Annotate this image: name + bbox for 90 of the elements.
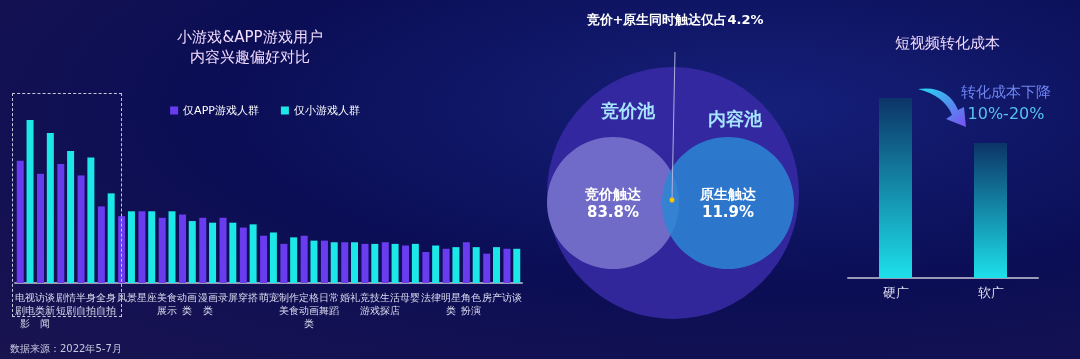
bar — [138, 211, 146, 283]
bar — [330, 242, 338, 283]
bar — [229, 222, 237, 283]
x-tick-label: 母婴 — [400, 292, 421, 303]
chart-title: 小游戏&APP游戏用户内容兴趣偏好对比 — [177, 28, 323, 66]
bar — [37, 173, 45, 283]
bar — [310, 240, 318, 283]
x-tick-label: 定格动画类 — [299, 292, 320, 329]
x-tick-label: 录屏 — [217, 292, 238, 303]
x-tick-label: 半身自拍 — [75, 292, 96, 316]
x-tick-label: 星座 — [136, 292, 157, 303]
bar — [492, 247, 500, 283]
bar — [432, 245, 440, 283]
bar — [351, 242, 359, 283]
legend-label: 仅APP游戏人群 — [183, 104, 259, 117]
bar — [219, 217, 227, 283]
bar — [77, 175, 85, 283]
bar — [57, 164, 65, 283]
bar — [199, 217, 207, 283]
bar — [97, 206, 105, 283]
bar — [269, 232, 277, 283]
bar — [411, 243, 419, 283]
bar — [290, 237, 298, 283]
bar — [371, 243, 379, 283]
bar — [462, 242, 470, 283]
annotation: 转化成本下降 — [961, 83, 1051, 101]
x-tick-label: 明星类 — [441, 292, 462, 316]
text: 竞价池 — [600, 99, 656, 121]
x-tick-label: 硬广 — [882, 285, 909, 300]
bar — [16, 160, 24, 283]
x-tick-label: 动画类 — [177, 292, 198, 316]
bar — [26, 120, 34, 283]
bar — [280, 243, 288, 283]
bar — [168, 211, 176, 283]
text: 竞价+原生同时触达仅占4.2% — [585, 12, 764, 27]
bar — [513, 248, 521, 283]
category-label: 原生触达 — [699, 186, 757, 202]
bar — [483, 253, 491, 283]
bar — [391, 243, 399, 283]
bar — [442, 248, 450, 283]
bar — [148, 211, 156, 283]
data-label: 83.8% — [586, 203, 640, 221]
x-tick-label: 美食展示 — [157, 292, 178, 316]
bar — [300, 235, 308, 283]
x-tick-label: 风景 — [116, 292, 137, 303]
x-tick-label: 全身自拍 — [96, 292, 117, 316]
x-tick-label: 竞技游戏 — [359, 292, 380, 316]
bar — [422, 252, 430, 283]
x-tick-label: 电视剧电影 — [15, 292, 36, 329]
bar — [178, 214, 186, 283]
data-label: 11.9% — [701, 203, 755, 221]
bar — [381, 242, 389, 283]
x-tick-label: 剧情短剧 — [55, 292, 76, 316]
bar — [158, 217, 166, 283]
category-label: 竞价触达 — [584, 186, 642, 202]
bar — [452, 247, 460, 283]
chart-title: 短视频转化成本 — [894, 34, 1000, 52]
x-tick-label: 房产 — [481, 292, 502, 303]
bar — [127, 211, 135, 283]
x-tick-label: 访谈类新闻 — [35, 292, 56, 329]
bar — [209, 222, 217, 283]
bar — [341, 242, 349, 283]
bar — [320, 240, 328, 283]
bar — [260, 235, 268, 283]
bar — [472, 247, 480, 283]
x-tick-label: 婚礼 — [339, 292, 360, 303]
text: 内容池 — [708, 107, 763, 129]
x-tick-label: 萌宠 — [258, 292, 279, 303]
bar — [361, 243, 369, 283]
bar — [503, 248, 511, 283]
source-note: 数据来源：2022年5-7月 — [10, 342, 122, 354]
x-tick-label: 漫画类 — [197, 292, 218, 316]
bar — [107, 193, 115, 283]
bar — [249, 224, 257, 283]
x-tick-label: 访谈 — [501, 292, 522, 303]
annotation: 10%-20% — [967, 103, 1045, 123]
x-tick-label: 软广 — [977, 285, 1004, 300]
bar — [46, 133, 54, 283]
bar — [188, 221, 196, 283]
x-tick-label: 制作美食 — [278, 292, 299, 316]
x-tick-label: 生活探店 — [380, 292, 401, 316]
bar — [402, 245, 410, 283]
x-tick-label: 穿搭 — [238, 292, 259, 303]
x-tick-label: 日常舞蹈 — [319, 292, 340, 316]
x-tick-label: 角色扮演 — [460, 292, 482, 316]
bar — [67, 150, 75, 283]
bar — [87, 157, 95, 283]
legend-label: 仅小游戏人群 — [293, 104, 360, 117]
x-tick-label: 法律 — [420, 292, 441, 303]
bar — [239, 227, 247, 283]
